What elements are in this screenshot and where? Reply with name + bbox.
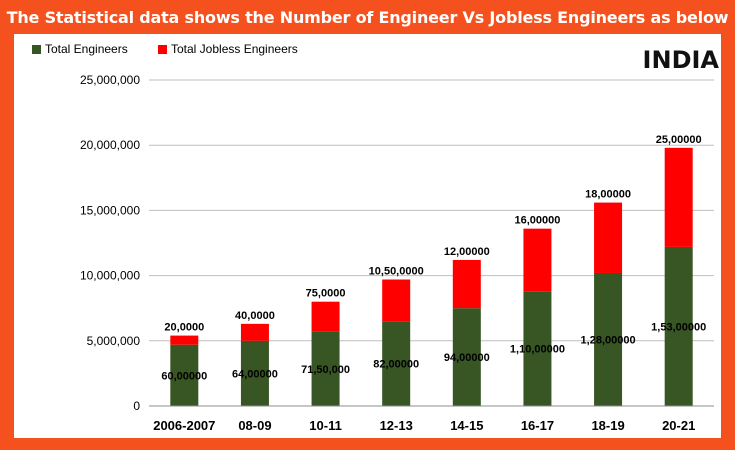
data-label-total: 60,00000 (161, 370, 207, 382)
x-tick-label: 2006-2007 (153, 418, 215, 433)
chart-panel: Total Engineers Total Jobless Engineers … (14, 34, 721, 438)
bar-jobless-engineers (523, 228, 552, 292)
bar-total-engineers (664, 246, 693, 406)
x-tick-label: 10-11 (309, 418, 342, 433)
bar-total-engineers (382, 321, 411, 406)
bar-jobless-engineers (240, 323, 269, 341)
data-label-total: 1,28,00000 (581, 334, 636, 346)
data-label-jobless: 40,0000 (235, 310, 275, 322)
bar-total-engineers (240, 340, 269, 406)
y-tick-label: 15,000,000 (80, 203, 140, 217)
data-label-jobless: 16,00000 (514, 215, 560, 227)
legend-swatch-total (32, 44, 41, 54)
bar-total-engineers (170, 344, 199, 406)
data-label-jobless: 10,50,0000 (369, 266, 424, 278)
data-label-jobless: 75,0000 (306, 288, 346, 300)
x-tick-label: 14-15 (450, 418, 483, 433)
data-label-jobless: 12,00000 (444, 246, 490, 258)
x-tick-label: 20-21 (662, 418, 695, 433)
data-label-total: 71,50,000 (301, 364, 350, 376)
bar-jobless-engineers (170, 335, 199, 345)
bar-total-engineers (452, 308, 481, 406)
legend-item-total: Total Engineers (32, 42, 128, 56)
x-tick-label: 16-17 (521, 418, 554, 433)
legend-item-jobless: Total Jobless Engineers (158, 42, 298, 56)
bar-jobless-engineers (664, 147, 693, 247)
country-label: INDIA (642, 46, 719, 74)
bar-jobless-engineers (311, 301, 340, 332)
bar-jobless-engineers (452, 259, 481, 309)
y-tick-label: 0 (133, 399, 140, 413)
legend-swatch-jobless (158, 44, 167, 54)
x-tick-label: 08-09 (238, 418, 271, 433)
data-label-total: 94,00000 (444, 352, 490, 364)
data-label-total: 82,00000 (373, 359, 419, 371)
legend-label-jobless: Total Jobless Engineers (171, 42, 298, 56)
data-label-jobless: 20,0000 (164, 322, 204, 334)
y-tick-label: 25,000,000 (80, 73, 140, 87)
page-title: The Statistical data shows the Number of… (6, 8, 729, 27)
data-label-total: 64,00000 (232, 368, 278, 380)
chart-plot: 0 5,000,000 10,000,000 15,000,000 20,000,000… (80, 73, 714, 433)
bar-jobless-engineers (382, 279, 411, 322)
legend-label-total: Total Engineers (45, 42, 128, 56)
data-label-total: 1,10,00000 (510, 344, 565, 356)
data-label-total: 1,53,00000 (651, 321, 706, 333)
data-label-jobless: 25,00000 (656, 134, 702, 146)
data-label-jobless: 18,00000 (585, 189, 631, 201)
x-tick-label: 12-13 (380, 418, 413, 433)
y-tick-label: 20,000,000 (80, 138, 140, 152)
y-tick-label: 5,000,000 (87, 334, 141, 348)
bar-total-engineers (594, 272, 623, 406)
bar-total-engineers (523, 291, 552, 406)
bar-total-engineers (311, 331, 340, 406)
y-tick-label: 10,000,000 (80, 269, 140, 283)
x-tick-label: 18-19 (591, 418, 624, 433)
bar-jobless-engineers (594, 202, 623, 273)
